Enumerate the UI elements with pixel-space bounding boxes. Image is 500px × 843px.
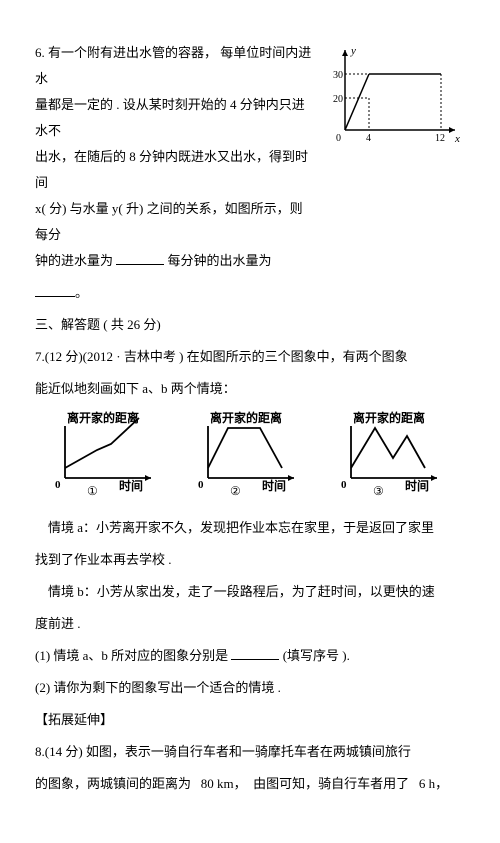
situ-a-l1: 情境 a：小芳离开家不久，发现把作业本忘在家里，于是返回了家里 (35, 515, 465, 541)
q7-part1: (1) 情境 a、b 所对应的图象分别是 (填写序号 ). (35, 643, 465, 669)
chart3-xlabel: 时间 (405, 478, 429, 493)
chart3-num: ③ (373, 484, 384, 498)
q6-line3: 出水，在随后的 8 分钟内既进水又出水，得到时间 (35, 149, 308, 190)
xtick-4: 4 (366, 133, 371, 144)
chart2-xlabel: 时间 (262, 478, 286, 493)
q6-line2: 量都是一定的 . 设从某时刻开始的 4 分钟内只进水不 (35, 97, 305, 138)
x-axis-label: x (454, 133, 460, 145)
section-3-title: 三、解答题 ( 共 26 分) (35, 312, 465, 338)
chart2-num: ② (230, 484, 241, 498)
origin: 0 (336, 133, 341, 144)
q7-charts-row: 离开家的距离 0 时间 ① 离开家的距离 0 时间 ② 离开家的距离 (35, 410, 465, 507)
q6-line5a: 钟的进水量为 (35, 253, 113, 268)
q7-chart-2: 离开家的距离 0 时间 ② (190, 410, 310, 507)
chart3-origin: 0 (341, 479, 347, 491)
q7-part2: (2) 请你为剩下的图象写出一个适合的情境 . (35, 675, 465, 701)
q6-line5b: 每分钟的出水量为 (168, 253, 272, 268)
q6-tail: 。 (35, 280, 465, 306)
q6-line4: x( 分) 与水量 y( 升) 之间的关系，如图所示，则每分 (35, 201, 303, 242)
q6-blank-2[interactable] (35, 283, 75, 297)
q7-blank[interactable] (231, 646, 279, 660)
q6-line1: 6. 有一个附有进出水管的容器， 每单位时间内进水 (35, 45, 311, 86)
q6-blank-1[interactable] (116, 251, 164, 265)
q7-part1-b: (填写序号 ). (283, 648, 350, 663)
chart1-num: ① (87, 484, 98, 498)
chart1-ylabel: 离开家的距离 (67, 410, 139, 425)
q8-l2a: 的图象，两城镇间的距离为 (35, 776, 191, 791)
question-6-text: 6. 有一个附有进出水管的容器， 每单位时间内进水 量都是一定的 . 设从某时刻… (35, 40, 315, 274)
ytick-30: 30 (333, 70, 343, 81)
chart2-ylabel: 离开家的距离 (210, 410, 282, 425)
q6-chart: y x 20 30 0 4 12 (325, 40, 465, 274)
q7-part1-a: (1) 情境 a、b 所对应的图象分别是 (35, 648, 228, 663)
question-6: 6. 有一个附有进出水管的容器， 每单位时间内进水 量都是一定的 . 设从某时刻… (35, 40, 465, 274)
chart1-origin: 0 (55, 479, 61, 491)
q7-line1: 7.(12 分)(2012 · 吉林中考 ) 在如图所示的三个图象中，有两个图象 (35, 344, 465, 370)
q8-l2d: 6 h， (419, 776, 448, 791)
q7-chart-3: 离开家的距离 0 时间 ③ (333, 410, 453, 507)
chart1-xlabel: 时间 (119, 478, 143, 493)
xtick-12: 12 (435, 133, 445, 144)
q7-ext: 【拓展延伸】 (35, 707, 465, 733)
situ-b-l2: 度前进 . (35, 611, 465, 637)
q8-l2b: 80 km， (201, 776, 247, 791)
situ-b-l1: 情境 b：小芳从家出发，走了一段路程后，为了赶时间，以更快的速 (35, 579, 465, 605)
q8-l2c: 由图可知，骑自行车者用了 (253, 776, 409, 791)
q7-chart-1: 离开家的距离 0 时间 ① (47, 410, 167, 507)
chart3-ylabel: 离开家的距离 (353, 410, 425, 425)
y-axis-label: y (350, 45, 356, 57)
chart2-origin: 0 (198, 479, 204, 491)
ytick-20: 20 (333, 94, 343, 105)
q7-line2: 能近似地刻画如下 a、b 两个情境： (35, 376, 465, 402)
q8-line2: 的图象，两城镇间的距离为 80 km， 由图可知，骑自行车者用了 6 h， (35, 771, 465, 797)
q8-line1: 8.(14 分) 如图，表示一骑自行车者和一骑摩托车者在两城镇间旅行 (35, 739, 465, 765)
situ-a-l2: 找到了作业本再去学校 . (35, 547, 465, 573)
q6-period: 。 (75, 285, 88, 300)
